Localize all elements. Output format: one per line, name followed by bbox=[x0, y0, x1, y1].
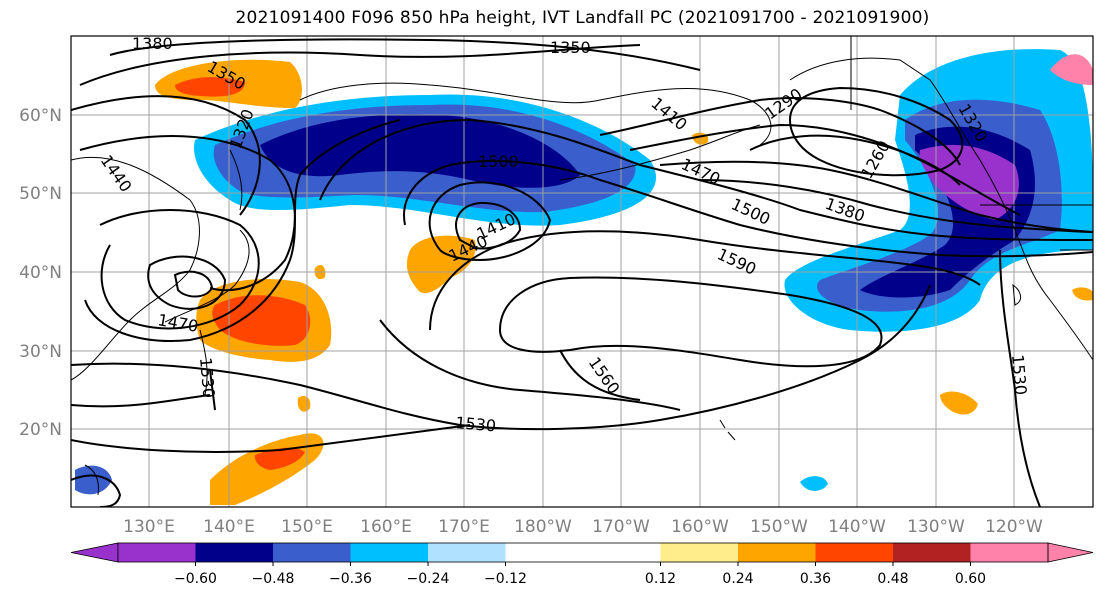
lon-tick-label: 120°W bbox=[985, 517, 1043, 537]
colorbar-swatch bbox=[660, 543, 739, 562]
contour-label: 1530 bbox=[1008, 354, 1030, 396]
lon-tick-label: 140°W bbox=[828, 517, 886, 537]
lat-tick-label: 60°N bbox=[19, 106, 62, 126]
colorbar-frame bbox=[117, 542, 1049, 563]
lon-tick-label: 140°E bbox=[203, 517, 255, 537]
contour-label: 1350 bbox=[550, 38, 591, 57]
coastlines bbox=[71, 36, 1093, 496]
lon-tick-label: 160°W bbox=[671, 517, 729, 537]
colorbar-swatch bbox=[118, 543, 196, 562]
lat-tick-label: 30°N bbox=[19, 342, 62, 362]
colorbar-tick-label: −0.60 bbox=[174, 571, 217, 587]
lon-tick-label: 150°E bbox=[281, 517, 333, 537]
colorbar-tick-label: −0.24 bbox=[407, 571, 450, 587]
colorbar-tick-label: 0.12 bbox=[645, 571, 676, 587]
colorbar-swatch bbox=[350, 543, 429, 562]
colorbar-swatch bbox=[893, 543, 971, 562]
lon-tick-label: 160°E bbox=[360, 517, 412, 537]
lat-tick-label: 40°N bbox=[19, 263, 62, 283]
colorbar-swatch bbox=[195, 543, 274, 562]
height-contours bbox=[71, 38, 1093, 507]
colorbar-swatch bbox=[970, 543, 1049, 562]
plot-frame bbox=[70, 35, 1094, 508]
colorbar-swatch bbox=[815, 543, 894, 562]
colorbar-tick-label: −0.36 bbox=[329, 571, 372, 587]
contour-label: 1380 bbox=[132, 34, 173, 53]
colorbar-tick-label: −0.12 bbox=[484, 571, 527, 587]
colorbar-swatch bbox=[273, 543, 351, 562]
lon-tick-label: 180°W bbox=[514, 517, 572, 537]
colorbar-extend-left bbox=[70, 542, 119, 563]
map-plot-area: 1380 1350 1350 1320 1440 1410 1290 1320 … bbox=[71, 34, 1093, 507]
longitude-labels: 130°E 140°E 150°E 160°E 170°E 180°W 170°… bbox=[123, 517, 1043, 537]
lat-tick-label: 20°N bbox=[19, 420, 62, 440]
colorbar-tick-label: 0.48 bbox=[877, 571, 908, 587]
colorbar-swatch bbox=[583, 543, 661, 562]
colorbar-swatch bbox=[505, 543, 584, 562]
colorbar: −0.60 −0.48 −0.36 −0.24 −0.12 0.12 0.24 0.36 0.4… bbox=[70, 542, 1094, 587]
lon-tick-label: 170°E bbox=[438, 517, 490, 537]
map-title: 2021091400 F096 850 hPa height, IVT Land… bbox=[235, 8, 930, 28]
contour-label: 1530 bbox=[196, 357, 218, 399]
ivt-shading-positive-patches bbox=[75, 59, 1093, 505]
lat-tick-label: 50°N bbox=[19, 184, 62, 204]
colorbar-tick-label: 0.24 bbox=[722, 571, 753, 587]
lon-tick-label: 130°E bbox=[123, 517, 175, 537]
lon-tick-label: 150°W bbox=[750, 517, 808, 537]
colorbar-swatch bbox=[738, 543, 816, 562]
contour-label: 1500 bbox=[478, 152, 519, 171]
colorbar-tick-label: 0.36 bbox=[800, 571, 831, 587]
contour-label: 1530 bbox=[455, 413, 497, 435]
lon-tick-label: 130°W bbox=[907, 517, 965, 537]
colorbar-tick-label: 0.60 bbox=[955, 571, 986, 587]
lon-tick-label: 170°W bbox=[592, 517, 650, 537]
colorbar-swatch bbox=[428, 543, 506, 562]
latitude-labels: 60°N 50°N 40°N 30°N 20°N bbox=[19, 106, 62, 440]
colorbar-tick-label: −0.48 bbox=[252, 571, 295, 587]
colorbar-extend-right bbox=[1047, 542, 1094, 563]
